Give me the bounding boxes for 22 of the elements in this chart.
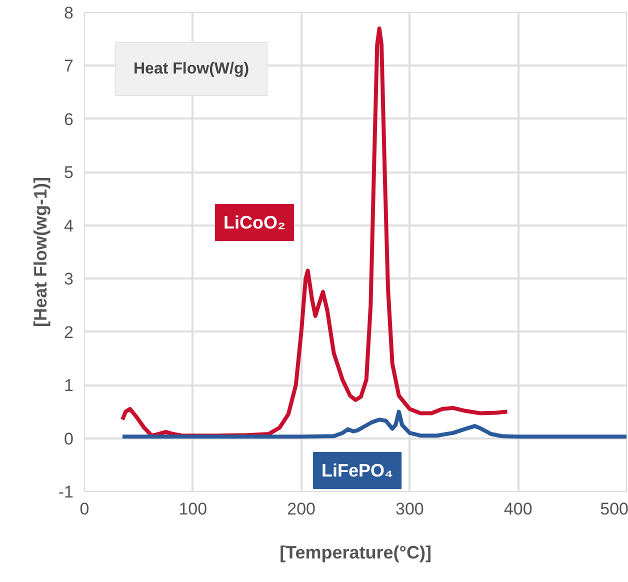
y-tick-label: -1: [58, 482, 74, 502]
x-tick-label: 0: [80, 500, 90, 518]
text: Heat Flow(W/g): [134, 60, 250, 78]
y-tick-label: 6: [64, 110, 74, 129]
x-tick-label: 500: [600, 500, 628, 518]
x-tick-label: 300: [396, 500, 424, 518]
x-tick-label: 200: [287, 500, 316, 518]
x-axis-title: [Temperature(°C)]: [280, 542, 432, 562]
line-series: [120, 410, 626, 439]
y-tick-label: 3: [64, 270, 74, 289]
y-tick-label: 8: [64, 4, 74, 22]
text: LiCoO₂: [224, 212, 286, 232]
y-tick-label: 7: [64, 56, 74, 76]
y-tick-label: 2: [64, 322, 74, 342]
x-tick-label: 400: [504, 500, 532, 518]
y-axis-title: [Heat Flow(wg-1)]: [30, 176, 50, 327]
y-tick-label: 4: [64, 216, 74, 236]
x-tick-label: 100: [178, 500, 208, 518]
series-label: LiFePO₄: [322, 460, 394, 480]
y-tick-label: 1: [64, 376, 74, 396]
y-tick-label: 0: [64, 429, 74, 448]
y-tick-label: 5: [64, 163, 74, 182]
